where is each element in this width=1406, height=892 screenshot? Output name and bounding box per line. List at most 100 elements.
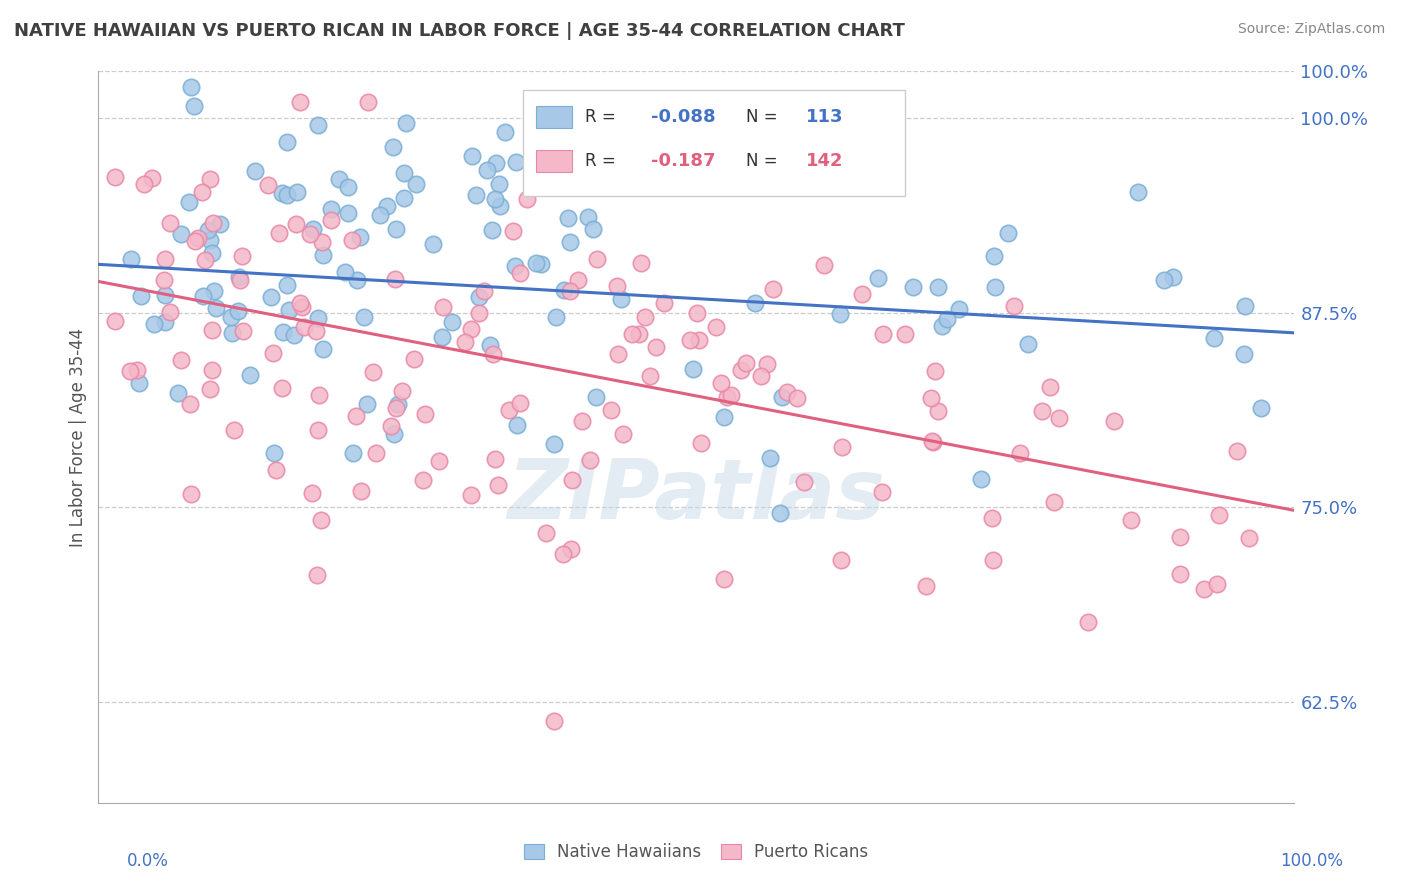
- Point: [198, 172, 221, 186]
- Point: [606, 279, 628, 293]
- Point: [478, 338, 501, 352]
- Point: [221, 326, 243, 340]
- Point: [427, 454, 450, 468]
- Point: [713, 410, 735, 425]
- Point: [1192, 582, 1215, 597]
- Point: [243, 163, 266, 178]
- Point: [307, 119, 329, 133]
- Point: [475, 163, 498, 178]
- Point: [349, 230, 371, 244]
- Point: [368, 207, 391, 221]
- Point: [560, 541, 582, 556]
- Point: [585, 390, 607, 404]
- Point: [571, 414, 593, 428]
- Point: [612, 427, 634, 442]
- Point: [769, 506, 792, 520]
- Point: [260, 290, 283, 304]
- Point: [628, 327, 651, 342]
- Point: [948, 301, 970, 316]
- Point: [239, 368, 262, 383]
- Point: [356, 397, 378, 411]
- Point: [544, 310, 567, 324]
- Point: [813, 259, 835, 273]
- Point: [1204, 330, 1226, 344]
- FancyBboxPatch shape: [536, 106, 572, 128]
- Point: [509, 266, 531, 280]
- Point: [557, 211, 579, 226]
- Point: [870, 485, 893, 500]
- Text: 142: 142: [806, 153, 844, 170]
- Point: [1168, 530, 1191, 544]
- Point: [1031, 404, 1053, 418]
- Point: [981, 511, 1004, 525]
- Point: [288, 296, 311, 310]
- Point: [291, 300, 314, 314]
- Point: [152, 273, 174, 287]
- Point: [333, 265, 356, 279]
- Point: [1237, 532, 1260, 546]
- Point: [983, 249, 1005, 263]
- Point: [851, 286, 873, 301]
- Point: [269, 227, 291, 241]
- Point: [1170, 566, 1192, 581]
- Point: [830, 553, 852, 567]
- Point: [1002, 299, 1025, 313]
- Point: [441, 315, 464, 329]
- Point: [560, 285, 582, 299]
- Point: [121, 252, 143, 266]
- Point: [405, 177, 427, 191]
- Text: 100.0%: 100.0%: [1279, 852, 1343, 870]
- Point: [337, 180, 360, 194]
- Point: [1233, 299, 1256, 313]
- Point: [1232, 347, 1254, 361]
- Point: [621, 326, 644, 341]
- Point: [735, 356, 758, 370]
- Point: [920, 392, 942, 406]
- Point: [666, 174, 689, 188]
- Point: [159, 305, 181, 319]
- Point: [756, 357, 779, 371]
- Point: [453, 335, 475, 350]
- Point: [749, 369, 772, 384]
- Point: [710, 376, 733, 390]
- Point: [201, 246, 224, 260]
- Point: [915, 579, 938, 593]
- Legend: Native Hawaiians, Puerto Ricans: Native Hawaiians, Puerto Ricans: [517, 837, 875, 868]
- Point: [385, 401, 408, 415]
- Point: [104, 170, 127, 185]
- Point: [1077, 615, 1099, 629]
- Point: [894, 326, 917, 341]
- Point: [208, 217, 231, 231]
- Point: [285, 185, 308, 199]
- Point: [776, 384, 799, 399]
- Point: [305, 567, 328, 582]
- Point: [536, 526, 558, 541]
- Point: [278, 303, 301, 318]
- Point: [498, 403, 520, 417]
- Point: [921, 435, 943, 450]
- Point: [1121, 513, 1143, 527]
- Point: [187, 231, 209, 245]
- Point: [872, 326, 894, 341]
- Point: [927, 280, 949, 294]
- Point: [232, 324, 254, 338]
- Point: [969, 472, 991, 486]
- Point: [257, 178, 280, 192]
- Point: [311, 248, 333, 262]
- Point: [353, 310, 375, 324]
- Point: [219, 310, 242, 324]
- Point: [201, 363, 224, 377]
- Point: [342, 446, 364, 460]
- Text: Source: ZipAtlas.com: Source: ZipAtlas.com: [1237, 22, 1385, 37]
- Point: [128, 376, 150, 390]
- Point: [744, 295, 766, 310]
- Point: [488, 177, 510, 191]
- Point: [380, 418, 402, 433]
- Text: R =: R =: [585, 109, 621, 127]
- Point: [283, 328, 305, 343]
- Text: N =: N =: [747, 109, 783, 127]
- Point: [190, 185, 212, 199]
- Point: [201, 322, 224, 336]
- Point: [1017, 337, 1039, 351]
- Point: [634, 310, 657, 324]
